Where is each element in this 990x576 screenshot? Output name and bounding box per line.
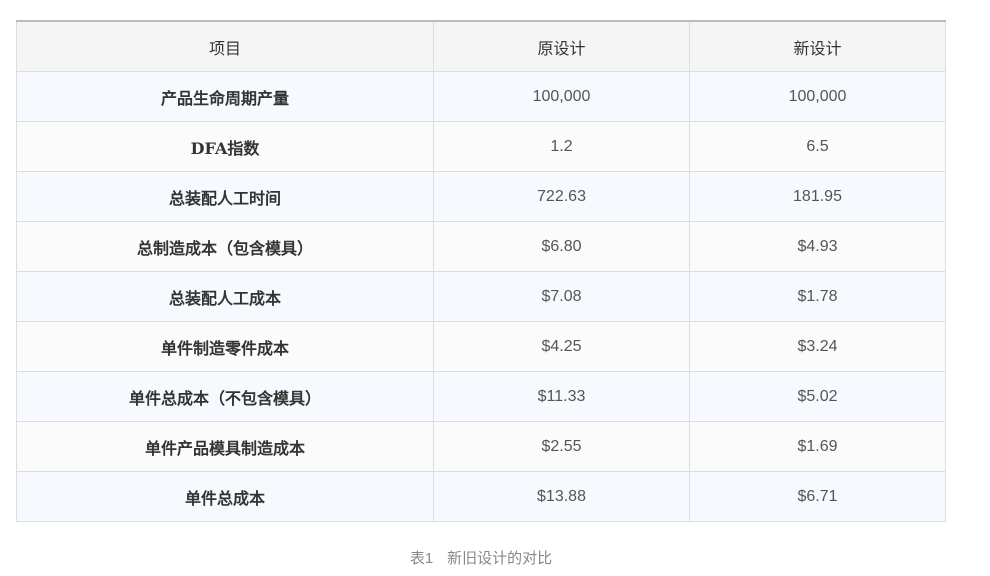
cell-original: $6.80 xyxy=(433,221,690,272)
cell-original: $2.55 xyxy=(433,421,690,472)
table-caption: 表1 新旧设计的对比 xyxy=(0,547,962,568)
table-row: 单件总成本 $13.88 $6.71 xyxy=(16,471,946,522)
cell-new: $1.78 xyxy=(689,271,946,322)
cell-original: 1.2 xyxy=(433,121,690,172)
table-row: 总制造成本（包含模具） $6.80 $4.93 xyxy=(16,221,946,272)
cell-original: $4.25 xyxy=(433,321,690,372)
table-row: 产品生命周期产量 100,000 100,000 xyxy=(16,71,946,122)
header-row: 项目 原设计 新设计 xyxy=(16,20,946,72)
header-new: 新设计 xyxy=(689,20,946,72)
cell-item: 单件总成本 xyxy=(16,471,434,522)
cell-new: $3.24 xyxy=(689,321,946,372)
comparison-table: 项目 原设计 新设计 产品生命周期产量 100,000 100,000 DFA指数 1.… xyxy=(16,20,946,522)
table-row: 单件总成本（不包含模具） $11.33 $5.02 xyxy=(16,371,946,422)
table-row: 总装配人工成本 $7.08 $1.78 xyxy=(16,271,946,322)
cell-new: $1.69 xyxy=(689,421,946,472)
cell-item: DFA指数 xyxy=(16,121,434,172)
cell-original: $7.08 xyxy=(433,271,690,322)
cell-item: 单件总成本（不包含模具） xyxy=(16,371,434,422)
header-item: 项目 xyxy=(16,20,434,72)
caption-text: 新旧设计的对比 xyxy=(447,550,553,567)
cell-new: 181.95 xyxy=(689,171,946,222)
cell-new: $5.02 xyxy=(689,371,946,422)
cell-item: 总制造成本（包含模具） xyxy=(16,221,434,272)
cell-item: 单件制造零件成本 xyxy=(16,321,434,372)
cell-new: $6.71 xyxy=(689,471,946,522)
table-row: 总装配人工时间 722.63 181.95 xyxy=(16,171,946,222)
cell-item: 总装配人工时间 xyxy=(16,171,434,222)
table-row: 单件制造零件成本 $4.25 $3.24 xyxy=(16,321,946,372)
cell-new: 6.5 xyxy=(689,121,946,172)
cell-original: 722.63 xyxy=(433,171,690,222)
table-row: 单件产品模具制造成本 $2.55 $1.69 xyxy=(16,421,946,472)
cell-new: 100,000 xyxy=(689,71,946,122)
cell-item: 产品生命周期产量 xyxy=(16,71,434,122)
cell-original: $13.88 xyxy=(433,471,690,522)
cell-item: 单件产品模具制造成本 xyxy=(16,421,434,472)
header-original: 原设计 xyxy=(433,20,690,72)
caption-label: 表1 xyxy=(409,550,434,567)
cell-new: $4.93 xyxy=(689,221,946,272)
cell-original: 100,000 xyxy=(433,71,690,122)
cell-item: 总装配人工成本 xyxy=(16,271,434,322)
cell-original: $11.33 xyxy=(433,371,690,422)
table-row: DFA指数 1.2 6.5 xyxy=(16,121,946,172)
